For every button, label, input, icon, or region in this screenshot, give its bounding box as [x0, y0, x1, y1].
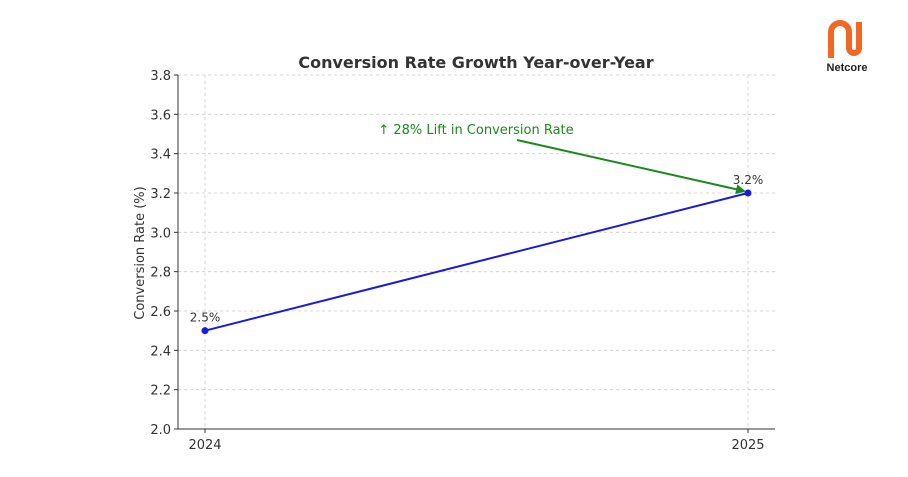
netcore-logo: Netcore	[818, 20, 876, 74]
y-axis-ticks: 2.0 2.2 2.4 2.6 2.8 3.0 3.2 3.4 3.6 3.8	[150, 69, 178, 438]
x-tick-label: 2025	[731, 438, 764, 453]
series-line	[204, 192, 749, 332]
annotation-text: ↑ 28% Lift in Conversion Rate	[378, 123, 573, 138]
y-tick-label: 2.4	[150, 344, 171, 359]
y-tick-label: 3.8	[150, 69, 171, 84]
y-tick-label: 3.2	[150, 187, 171, 202]
y-axis-label: Conversion Rate (%)	[133, 186, 148, 319]
y-tick-label: 2.6	[150, 305, 171, 320]
annotation-arrow	[516, 139, 746, 195]
y-tick-label: 2.0	[150, 423, 171, 438]
data-label: 2.5%	[190, 311, 221, 325]
axes	[177, 75, 775, 430]
data-point	[201, 327, 209, 335]
gridlines	[178, 74, 775, 429]
y-tick-label: 3.4	[150, 148, 171, 163]
data-point	[744, 189, 752, 197]
data-label: 3.2%	[733, 173, 764, 187]
y-tick-label: 2.8	[150, 266, 171, 281]
chart-title: Conversion Rate Growth Year-over-Year	[298, 53, 653, 72]
x-axis-ticks: 2024 2025	[188, 429, 765, 453]
y-tick-label: 3.6	[150, 108, 171, 123]
y-tick-label: 3.0	[150, 226, 171, 241]
annotation-group: ↑ 28% Lift in Conversion Rate	[378, 123, 746, 195]
y-tick-label: 2.2	[150, 384, 171, 399]
netcore-logo-text: Netcore	[826, 62, 868, 74]
series-group: 2.5% 3.2%	[190, 173, 764, 335]
netcore-logo-icon	[828, 20, 862, 58]
x-tick-label: 2024	[188, 438, 221, 453]
